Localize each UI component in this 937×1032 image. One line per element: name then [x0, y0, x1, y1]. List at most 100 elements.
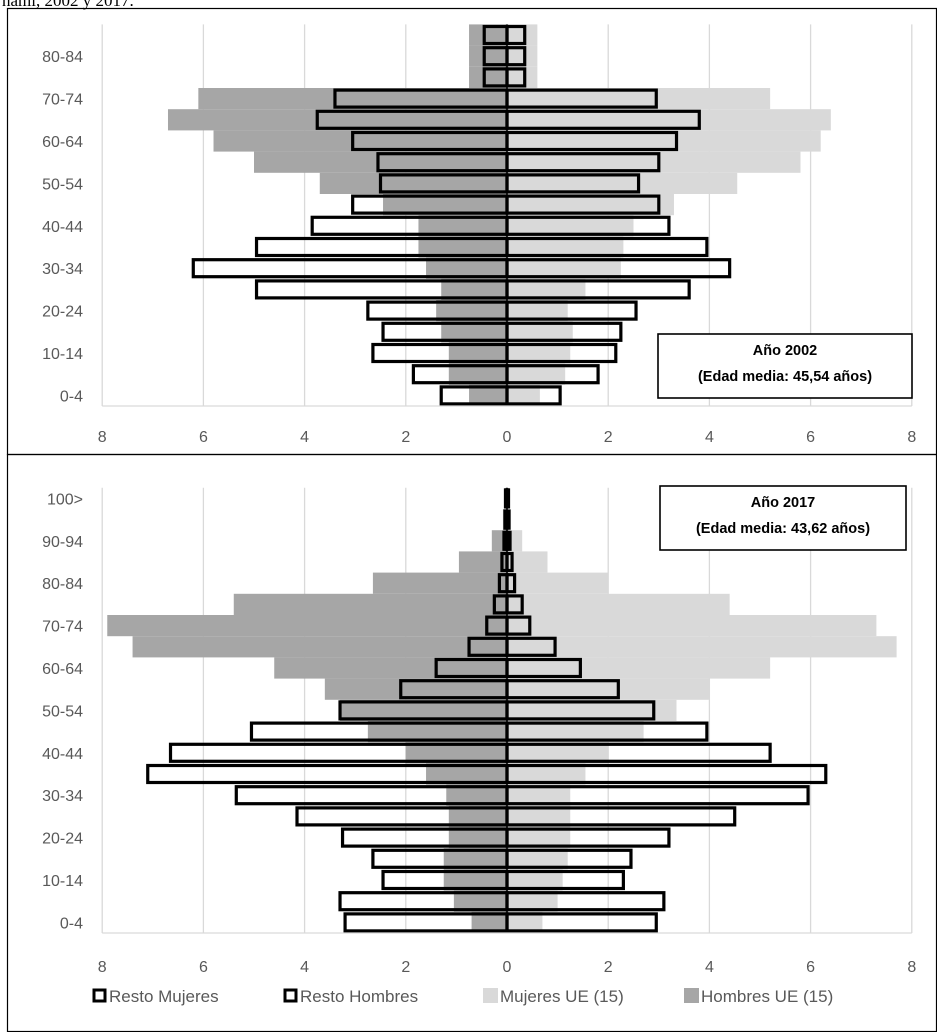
- bar-hombres-ue-15--75-79: [233, 593, 507, 615]
- bar-hombres-ue-15--70-74: [107, 615, 507, 637]
- legend-swatch: [684, 988, 699, 1003]
- x-tick-label: 4: [705, 429, 714, 446]
- bar-hombres-ue-15--60-64: [274, 657, 507, 679]
- bar-mujeres-ue-15--30-34: [507, 784, 571, 806]
- year-info-box: [657, 333, 913, 399]
- y-tick-label: 90-94: [42, 534, 83, 551]
- y-tick-label: 30-34: [42, 788, 83, 805]
- x-tick-label: 6: [806, 429, 815, 446]
- legend-label: Hombres UE (15): [701, 987, 833, 1006]
- bar-hombres-ue-15--35-39: [418, 236, 507, 258]
- legend-label: Mujeres UE (15): [500, 987, 624, 1006]
- bar-mujeres-ue-15--15-19: [507, 848, 568, 870]
- y-tick-label: 0-4: [60, 915, 83, 932]
- bar-mujeres-ue-15--45-49: [507, 721, 644, 743]
- bar-hombres-ue-15--40-44: [418, 215, 507, 237]
- x-tick-label: 6: [806, 959, 815, 976]
- bar-mujeres-ue-15--0-4: [507, 911, 543, 933]
- bar-hombres-ue-15--70-74: [198, 88, 507, 110]
- bar-hombres-ue-15--50-54: [340, 699, 507, 721]
- bar-hombres-ue-15--35-39: [426, 763, 507, 785]
- bar-hombres-ue-15--5-9: [453, 890, 507, 912]
- bar-mujeres-ue-15--25-29: [507, 805, 571, 827]
- bar-hombres-ue-15--45-49: [367, 721, 507, 743]
- bar-mujeres-ue-15--40-44: [507, 215, 634, 237]
- y-tick-label: 0-4: [60, 388, 83, 405]
- bar-hombres-ue-15--55-59: [254, 151, 507, 173]
- bar-mujeres-ue-15--25-29: [507, 278, 586, 300]
- y-tick-label: 60-64: [42, 661, 83, 678]
- y-tick-label: 80-84: [42, 576, 83, 593]
- bar-hombres-ue-15--65-69: [132, 636, 507, 658]
- y-tick-label: 40-44: [42, 219, 83, 236]
- bar-hombres-ue-15--0-4: [471, 911, 507, 933]
- year-label: Año 2002: [753, 343, 817, 359]
- bar-mujeres-ue-15--70-74: [507, 88, 771, 110]
- bar-mujeres-ue-15--60-64: [507, 130, 821, 152]
- bar-mujeres-ue-15--65-69: [507, 109, 831, 131]
- y-tick-label: 10-14: [42, 346, 83, 363]
- y-tick-label: 100>: [47, 491, 83, 508]
- bar-mujeres-ue-15--0-4: [507, 384, 540, 406]
- mean-age-label: (Edad media: 43,62 años): [696, 521, 870, 537]
- bar-hombres-ue-15--75-79: [469, 66, 507, 88]
- legend-swatch: [92, 988, 107, 1003]
- y-tick-label: 60-64: [42, 134, 83, 151]
- y-tick-label: 40-44: [42, 746, 83, 763]
- y-tick-label: 70-74: [42, 619, 83, 636]
- x-tick-label: 8: [907, 429, 916, 446]
- bar-mujeres-ue-15--35-39: [507, 763, 586, 785]
- y-tick-label: 50-54: [42, 703, 83, 720]
- bar-hombres-ue-15--85-89: [458, 551, 507, 573]
- bar-hombres-ue-15--15-19: [443, 848, 507, 870]
- y-tick-label: 10-14: [42, 873, 83, 890]
- x-tick-label: 4: [300, 959, 309, 976]
- bar-mujeres-ue-15--75-79: [507, 66, 538, 88]
- x-tick-label: 6: [199, 429, 208, 446]
- bar-hombres-ue-15--20-24: [448, 827, 507, 849]
- figure-caption: ñamí, 2002 y 2017.: [2, 0, 134, 10]
- y-tick-label: 20-24: [42, 831, 83, 848]
- x-tick-label: 2: [604, 959, 613, 976]
- bar-mujeres-ue-15--50-54: [507, 699, 677, 721]
- pyramid-panel-año-2002: 0-410-1420-2430-3440-4450-5460-6470-7480…: [42, 24, 916, 446]
- bar-mujeres-ue-15--20-24: [507, 827, 571, 849]
- x-tick-label: 8: [98, 959, 107, 976]
- bar-hombres-ue-15--85-89: [469, 24, 507, 46]
- bar-hombres-ue-15--15-19: [441, 321, 507, 343]
- x-tick-label: 0: [503, 429, 512, 446]
- y-tick-label: 50-54: [42, 176, 83, 193]
- legend-swatch: [283, 988, 298, 1003]
- bar-hombres-ue-15--30-34: [446, 784, 507, 806]
- bar-mujeres-ue-15--55-59: [507, 151, 801, 173]
- x-tick-label: 4: [300, 429, 309, 446]
- bar-hombres-ue-15--10-14: [443, 869, 507, 891]
- bar-hombres-ue-15--10-14: [448, 342, 507, 364]
- y-tick-label: 70-74: [42, 92, 83, 109]
- x-tick-label: 2: [401, 959, 410, 976]
- bar-mujeres-ue-15--5-9: [507, 363, 566, 385]
- bar-hombres-ue-15--0-4: [469, 384, 507, 406]
- bar-mujeres-ue-15--70-74: [507, 615, 877, 637]
- bar-mujeres-ue-15--85-89: [507, 24, 538, 46]
- bar-mujeres-ue-15--15-19: [507, 321, 573, 343]
- y-tick-label: 30-34: [42, 261, 83, 278]
- bar-hombres-ue-15--55-59: [324, 678, 507, 700]
- x-tick-label: 0: [503, 959, 512, 976]
- mean-age-label: (Edad media: 45,54 años): [698, 369, 872, 385]
- x-tick-label: 4: [705, 959, 714, 976]
- bar-hombres-ue-15--40-44: [405, 742, 507, 764]
- legend-swatch: [483, 988, 498, 1003]
- bar-hombres-ue-15--45-49: [383, 194, 507, 216]
- bar-mujeres-ue-15--50-54: [507, 172, 738, 194]
- bar-mujeres-ue-15--85-89: [507, 551, 548, 573]
- bar-mujeres-ue-15--60-64: [507, 657, 771, 679]
- bar-hombres-ue-15--50-54: [319, 172, 507, 194]
- chart-legend: Resto Mujeres Resto Hombres Mujeres UE (15…: [92, 987, 833, 1006]
- bar-mujeres-ue-15--65-69: [507, 636, 897, 658]
- pyramid-panel-año-2017: 0-410-1420-2430-3440-4450-5460-6470-7480…: [42, 485, 916, 976]
- bar-mujeres-ue-15--40-44: [507, 742, 609, 764]
- bar-hombres-ue-15--25-29: [441, 278, 507, 300]
- bar-hombres-ue-15--80-84: [469, 45, 507, 67]
